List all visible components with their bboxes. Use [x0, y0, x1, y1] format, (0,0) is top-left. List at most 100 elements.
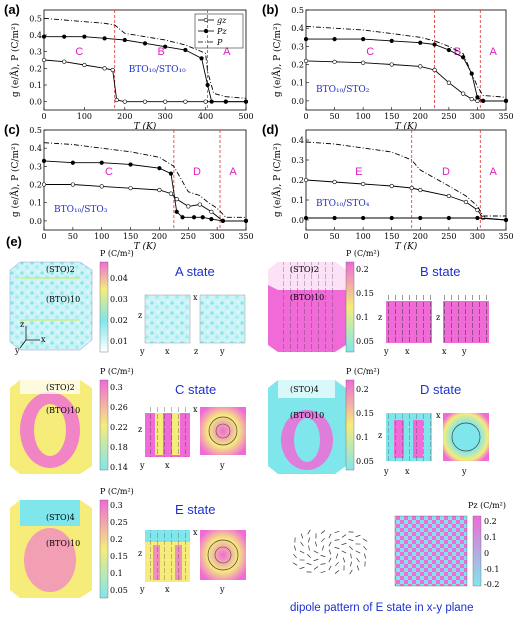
- dipole-arrow: [308, 545, 310, 551]
- svg-text:x: x: [442, 347, 447, 356]
- data-point: [469, 96, 474, 102]
- data-point: [503, 98, 509, 104]
- data-point: [361, 181, 366, 187]
- c-cb-tick-4: 0.14: [110, 463, 128, 472]
- plot-frame: [43, 9, 247, 111]
- dipole-arrow: [349, 561, 353, 567]
- series-line-p: [43, 17, 247, 99]
- legend-marker: [203, 28, 209, 34]
- region-label: D: [193, 166, 201, 178]
- system-label: BTO₁₀/STO₄: [316, 199, 370, 209]
- region-label: A: [489, 46, 497, 58]
- data-point: [82, 34, 87, 39]
- data-point: [122, 99, 127, 104]
- d-side-slice: [386, 413, 432, 461]
- d-top-slice: [443, 413, 489, 461]
- svg-text:z: z: [138, 549, 142, 558]
- c-top-slice: [200, 407, 246, 455]
- x-axis-label: T (K): [395, 241, 418, 252]
- panel-letter: (c): [4, 122, 20, 137]
- data-point: [180, 215, 185, 220]
- dipole-arrow: [348, 538, 354, 542]
- svg-text:x: x: [193, 293, 198, 302]
- y-tick-label: 0.0: [291, 97, 304, 106]
- e-side-slice: [145, 530, 190, 582]
- a-colorbar: [99, 261, 109, 353]
- a-state-group: (STO)2 (BTO)10 z x y P (C/m²) 0.04 0.03 …: [9, 249, 246, 356]
- dipole-arrow: [300, 541, 304, 547]
- data-point: [389, 215, 394, 221]
- b-colorbar: [345, 261, 355, 353]
- legend-label: Pz: [216, 27, 227, 36]
- y-axis-label: g (e/Å), P (C/m²): [271, 143, 283, 217]
- svg-text:x: x: [405, 347, 410, 356]
- x-tick-label: 300: [470, 232, 485, 241]
- e-cb-tick-0: 0.3: [110, 501, 123, 510]
- y-tick-label: 0.4: [291, 136, 304, 145]
- dipole-arrow: [335, 553, 339, 559]
- d-cb-tick-2: 0.1: [356, 433, 369, 442]
- data-point: [157, 187, 162, 193]
- dipole-arrow: [334, 570, 340, 574]
- y-tick-label: 0.3: [29, 162, 42, 171]
- legend-label: gz: [217, 16, 227, 25]
- y-tick-label: 0.0: [291, 216, 304, 225]
- x-tick-label: 300: [210, 232, 225, 241]
- legend-box: [194, 13, 244, 49]
- dipole-arrow: [320, 563, 326, 565]
- svg-text:x: x: [193, 405, 198, 414]
- system-label: BTO₁₀/STO₁₀: [129, 65, 186, 75]
- y-tick-label: 0.1: [291, 79, 304, 88]
- e-cb-tick-4: 0.1: [110, 569, 123, 578]
- y-tick-label: 0.1: [29, 199, 42, 208]
- a-top-label: (STO)2: [46, 265, 75, 274]
- svg-text:z: z: [378, 313, 382, 322]
- data-point: [62, 34, 67, 39]
- data-point: [446, 215, 451, 221]
- dipole-arrow: [321, 537, 325, 543]
- a-cb-tick-0: 0.04: [110, 274, 128, 283]
- system-label: BTO₁₀/STO₃: [54, 205, 108, 215]
- b-state-title: B state: [420, 264, 460, 279]
- region-label: B: [454, 46, 461, 58]
- dipole-arrow: [362, 538, 368, 542]
- plot-frame: [305, 129, 507, 231]
- b-cb-tick-3: 0.05: [356, 337, 374, 346]
- x-tick-label: 50: [329, 112, 339, 121]
- x-tick-label: 200: [152, 232, 167, 241]
- dipole-arrow: [328, 549, 332, 555]
- x-tick-label: 150: [384, 232, 399, 241]
- y-tick-label: 0.0: [29, 98, 42, 107]
- y-tick-label: 0.5: [29, 126, 42, 135]
- dipole-arrow: [328, 565, 332, 571]
- a-cb-title: P (C/m²): [100, 249, 134, 258]
- c-cb-tick-3: 0.18: [110, 443, 128, 452]
- svg-text:x: x: [436, 411, 441, 420]
- x-tick-label: 200: [117, 112, 132, 121]
- e-state-title: E state: [175, 502, 215, 517]
- dipole-arrow: [293, 545, 297, 551]
- data-point: [82, 62, 87, 68]
- data-point: [303, 215, 309, 221]
- data-point: [128, 162, 133, 167]
- region-label: E: [355, 166, 362, 178]
- b-side-slice: [386, 295, 432, 343]
- data-point: [163, 44, 168, 49]
- panel-letter: (d): [262, 122, 279, 137]
- y-tick-label: 0.3: [29, 48, 42, 57]
- data-point: [220, 218, 226, 224]
- plot-panel-b: (b) 0 50 100 150 200 250 300 350 0.0 0.1 0.2 0.3 0.4 0…: [262, 2, 514, 132]
- data-point: [475, 98, 480, 104]
- data-point: [446, 47, 451, 53]
- e-cb-title: P (C/m²): [100, 487, 134, 496]
- d-cb-tick-0: 0.2: [356, 385, 369, 394]
- x-tick-label: 350: [238, 232, 253, 241]
- y-axis-label: g (e/Å), P (C/m²): [9, 143, 21, 217]
- pz-checkerboard: [394, 515, 468, 587]
- dipole-arrow: [320, 530, 326, 534]
- legend-label: P: [216, 38, 223, 47]
- x-tick-label: 0: [303, 232, 308, 241]
- data-point: [199, 56, 204, 61]
- dipole-arrow: [306, 562, 312, 566]
- dipole-arrow: [320, 570, 326, 574]
